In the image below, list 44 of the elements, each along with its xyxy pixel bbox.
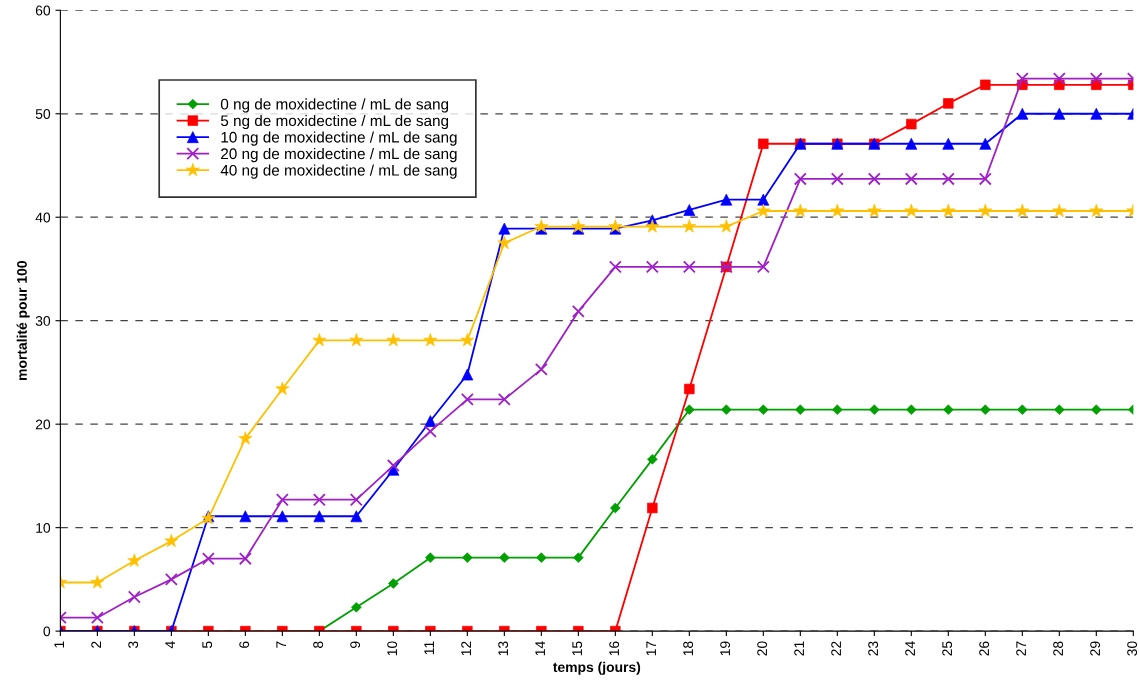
x-tick-label: 25 [942,641,953,656]
x-tick-label: 18 [683,641,694,656]
x-tick-label: 3 [128,641,139,649]
x-tick-label: 17 [646,641,656,656]
x-tick-label: 27 [1016,641,1026,656]
y-axis-title: mortalité pour 100 [16,261,30,380]
x-tick-label: 14 [535,641,545,656]
x-tick-label: 21 [794,641,804,656]
x-tick-label: 1 [54,641,64,648]
x-tick-label: 12 [461,641,471,656]
x-tick-label: 22 [831,641,841,656]
x-tick-label: 15 [572,641,583,656]
x-tick-label: 16 [609,641,620,656]
x-tick-label: 28 [1053,641,1064,656]
x-axis-title: temps (jours) [553,661,641,675]
x-tick-label: 2 [91,641,101,648]
y-tick-label: 60 [35,5,51,16]
legend-label: 5 ng de moxidectine / mL de sang [220,114,449,130]
x-tick-label: 13 [498,641,509,656]
legend-label: 40 ng de moxidectine / mL de sang [220,164,457,179]
x-tick-label: 30 [1127,641,1138,656]
x-tick-label: 10 [387,641,398,656]
x-tick-label: 9 [350,641,361,648]
x-tick-label: 26 [979,641,990,656]
x-tick-label: 20 [757,641,768,656]
y-tick-label: 40 [35,212,51,223]
y-tick-label: 10 [36,522,51,533]
y-tick-label: 0 [43,626,51,637]
legend-label: 20 ng de moxidectine / mL de sang [221,147,457,163]
legend-label: 0 ng de moxidectine / mL de sang [220,98,449,113]
x-tick-label: 24 [905,641,915,656]
x-tick-label: 4 [165,641,175,649]
legend-label: 10 ng de moxidectine / mL de sang [221,131,457,146]
y-tick-label: 20 [35,419,51,430]
x-tick-label: 5 [202,641,213,649]
x-tick-label: 6 [239,641,250,648]
x-tick-label: 11 [424,641,434,655]
x-tick-label: 23 [868,641,879,656]
x-tick-label: 7 [276,641,286,648]
x-tick-label: 8 [313,641,324,648]
y-tick-label: 50 [35,109,51,119]
x-tick-label: 19 [720,641,731,656]
y-tick-label: 30 [35,316,51,326]
x-tick-label: 29 [1090,641,1101,656]
